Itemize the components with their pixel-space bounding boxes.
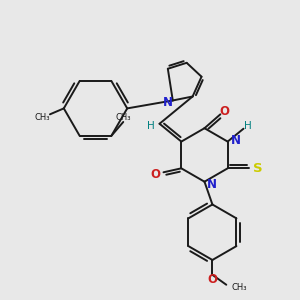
Text: N: N [163, 96, 173, 109]
Text: S: S [253, 162, 262, 175]
Text: H: H [147, 121, 154, 131]
Text: O: O [151, 168, 160, 181]
Text: CH₃: CH₃ [116, 112, 131, 122]
Text: N: N [206, 178, 217, 191]
Text: N: N [231, 134, 241, 147]
Text: O: O [219, 105, 229, 118]
Text: H: H [244, 121, 251, 131]
Text: CH₃: CH₃ [34, 113, 50, 122]
Text: CH₃: CH₃ [231, 283, 247, 292]
Text: O: O [207, 273, 218, 286]
